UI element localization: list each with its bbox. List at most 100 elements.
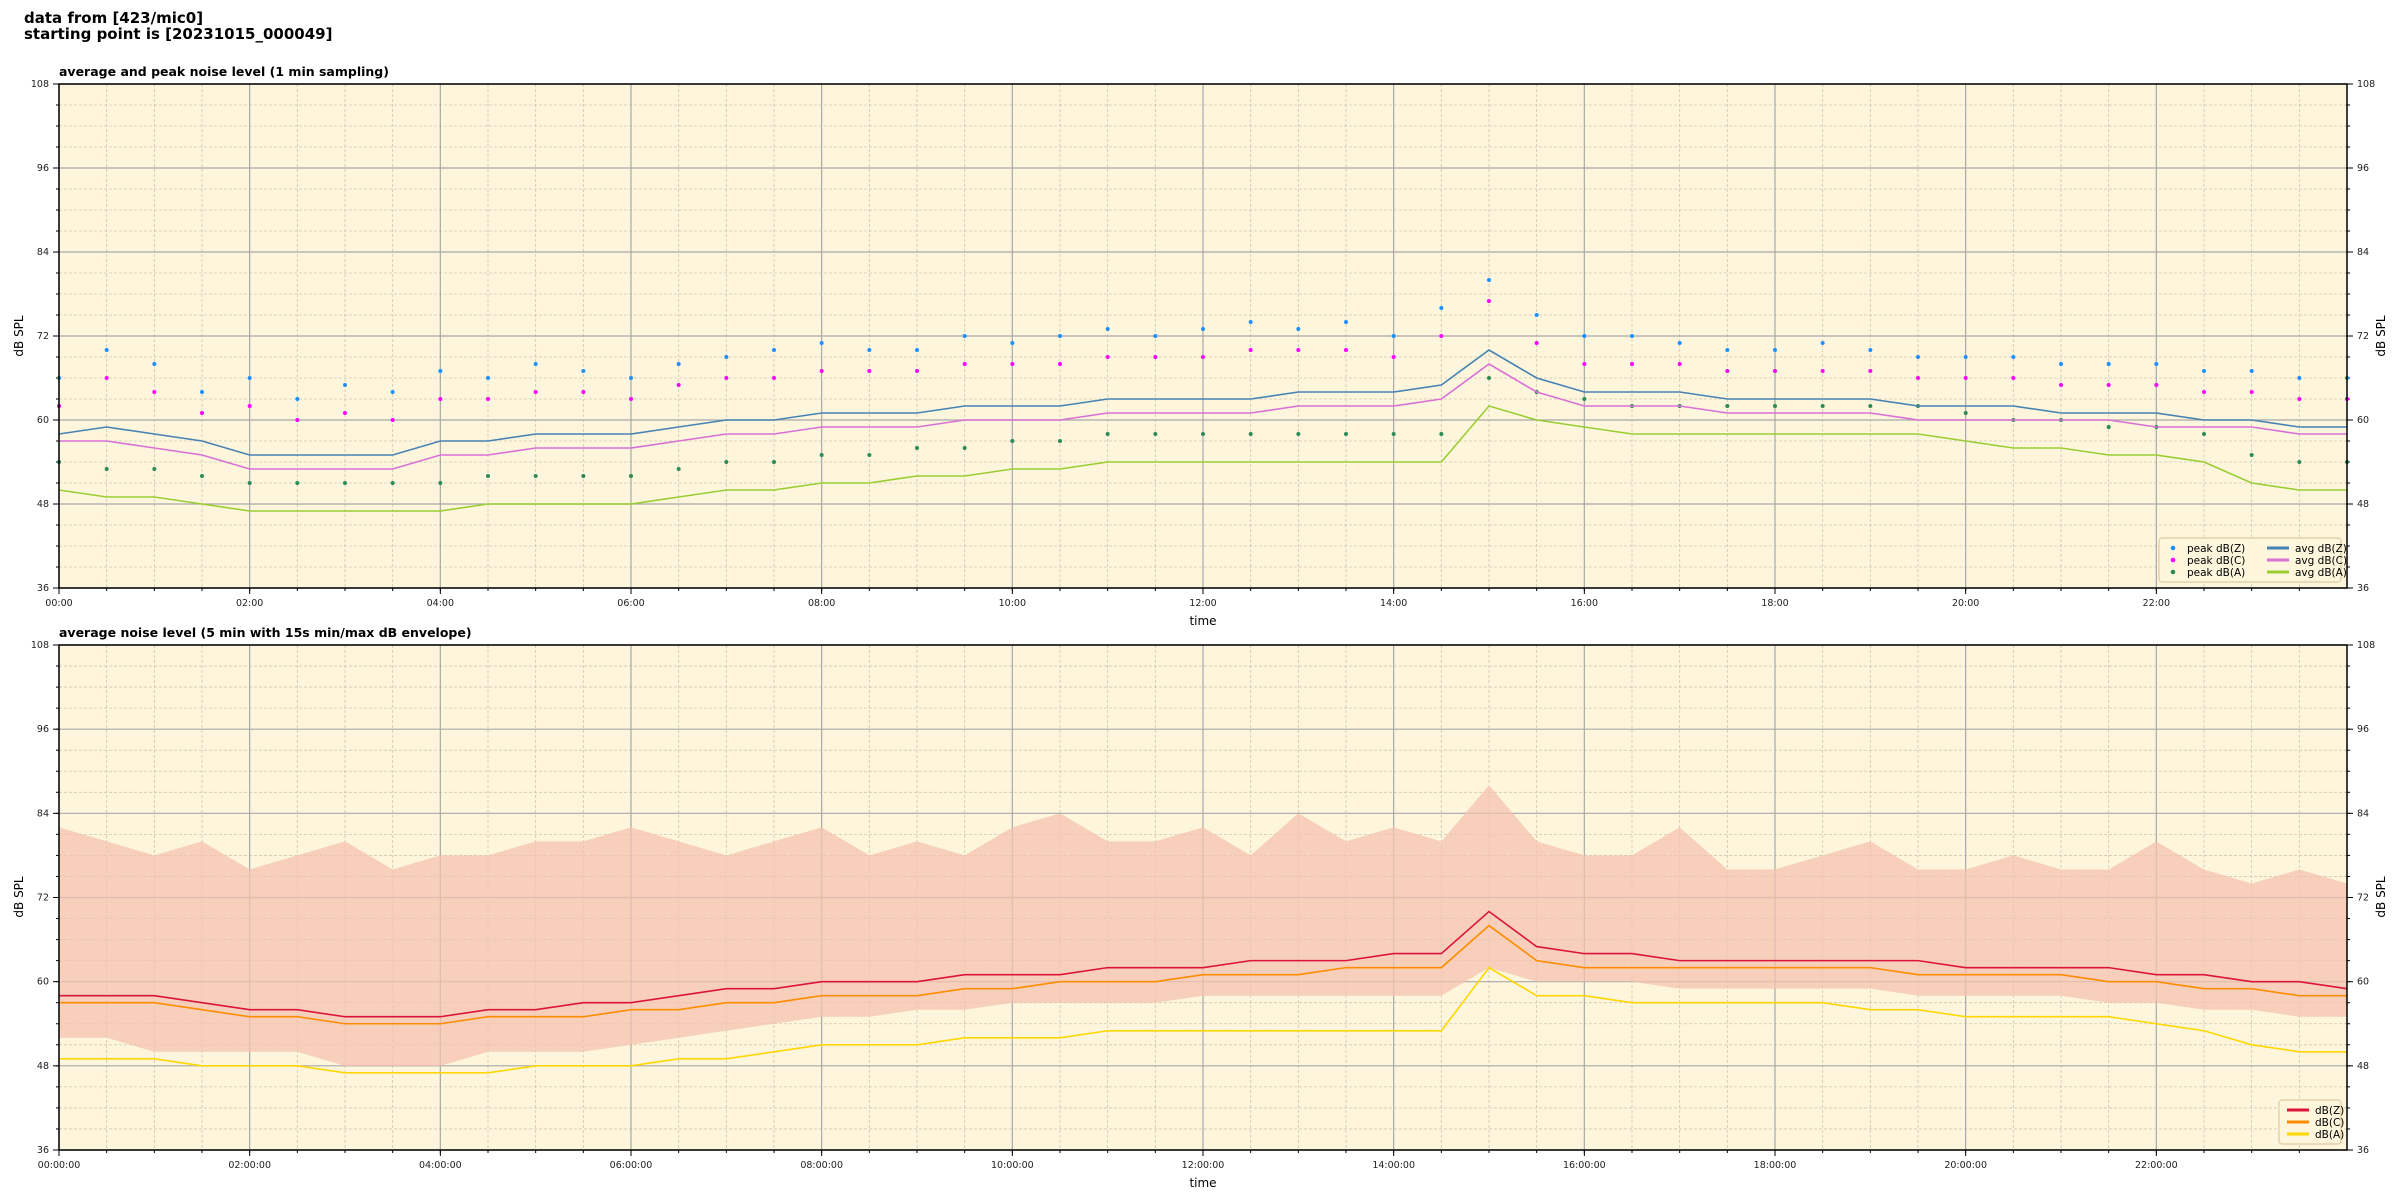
legend-label-avg-db-z: avg dB(Z): [2295, 543, 2347, 555]
x-tick-label: 06:00: [617, 598, 644, 609]
point-peak-db-a: [295, 481, 300, 485]
point-peak-db-a: [1344, 432, 1348, 436]
point-peak-db-c: [343, 411, 347, 415]
x-tick-label: 12:00: [1189, 598, 1216, 609]
y-tick-label-right: 36: [2357, 1145, 2369, 1156]
point-peak-db-a: [867, 453, 872, 457]
point-peak-db-c: [1201, 355, 1205, 359]
point-peak-db-c: [1344, 348, 1348, 352]
x-tick-label: 22:00:00: [2135, 1160, 2178, 1171]
point-peak-db-a: [1773, 404, 1777, 408]
x-tick-label: 14:00: [1380, 598, 1407, 609]
point-peak-db-a: [724, 460, 729, 464]
y-tick-label: 96: [37, 724, 49, 735]
x-tick-label: 16:00:00: [1563, 1160, 1606, 1171]
legend-label-peak-db-z: peak dB(Z): [2187, 543, 2245, 555]
y-tick-label: 96: [37, 163, 49, 174]
y-tick-label-right: 72: [2357, 893, 2369, 904]
x-tick-label: 20:00: [1952, 598, 1979, 609]
point-peak-db-a: [1010, 439, 1015, 443]
point-peak-db-z: [581, 369, 586, 373]
legend-label-avg-db-c: avg dB(C): [2295, 555, 2347, 567]
point-peak-db-a: [1296, 432, 1301, 436]
point-peak-db-z: [1963, 355, 1968, 359]
point-peak-db-c: [486, 397, 490, 401]
point-peak-db-a: [2249, 453, 2254, 457]
point-peak-db-c: [915, 369, 919, 373]
point-peak-db-z: [1296, 327, 1301, 331]
x-tick-label: 00:00: [45, 598, 72, 609]
point-peak-db-a: [200, 474, 204, 478]
legend-label-peak-db-c: peak dB(C): [2187, 555, 2245, 567]
point-peak-db-c: [1105, 355, 1110, 359]
point-peak-db-z: [1248, 320, 1253, 324]
chart-1: 36 36 48 48 60 60 72 72 84 84 96 96 108 108 00:00 02:00…: [31, 79, 2375, 609]
point-peak-db-c: [2202, 390, 2206, 394]
point-peak-db-z: [1773, 348, 1777, 352]
point-peak-db-z: [2059, 362, 2063, 366]
point-peak-db-a: [1248, 432, 1253, 436]
y-tick-label-right: 36: [2357, 583, 2369, 594]
point-peak-db-a: [1153, 432, 1158, 436]
chart-2-xlabel: time: [1189, 1176, 1216, 1190]
point-peak-db-c: [2011, 376, 2016, 380]
point-peak-db-a: [104, 467, 109, 471]
chart-2: 36 36 48 48 60 60 72 72 84 84 96 96 108 108 00:00:00 02…: [31, 640, 2375, 1171]
point-peak-db-a: [1820, 404, 1825, 408]
x-tick-label: 14:00:00: [1372, 1160, 1415, 1171]
point-peak-db-z: [295, 397, 300, 401]
point-peak-db-c: [1582, 362, 1587, 366]
point-peak-db-c: [1963, 376, 1968, 380]
series-line-avg-db-z: [58, 349, 2347, 456]
y-tick-label: 48: [37, 499, 49, 510]
chart-1-xlabel: time: [1189, 614, 1216, 628]
point-peak-db-z: [1105, 327, 1110, 331]
point-peak-db-c: [676, 383, 681, 387]
y-tick-label: 72: [37, 893, 49, 904]
point-peak-db-c: [2154, 383, 2159, 387]
point-peak-db-z: [962, 334, 967, 338]
y-tick-label-right: 108: [2357, 79, 2375, 90]
point-peak-db-a: [676, 467, 681, 471]
point-peak-db-c: [152, 390, 157, 394]
y-tick-label: 108: [31, 640, 49, 651]
x-tick-label: 06:00:00: [610, 1160, 653, 1171]
point-peak-db-z: [1010, 341, 1015, 345]
y-tick-label-right: 72: [2357, 331, 2369, 342]
series-line-avg-db-a: [58, 405, 2347, 512]
y-tick-label: 36: [37, 583, 49, 594]
point-peak-db-a: [1963, 411, 1968, 415]
x-tick-label: 02:00: [236, 598, 263, 609]
point-peak-db-z: [915, 348, 919, 352]
y-tick-label-right: 108: [2357, 640, 2375, 651]
point-peak-db-c: [1916, 376, 1920, 380]
point-peak-db-z: [819, 341, 824, 345]
header-source: data from [423/mic0]: [24, 9, 203, 27]
point-peak-db-z: [533, 362, 538, 366]
x-tick-label: 04:00: [427, 598, 454, 609]
legend-label-avg-db-a: avg dB(A): [2295, 567, 2347, 579]
point-peak-db-a: [772, 460, 776, 464]
point-peak-db-c: [533, 390, 538, 394]
x-tick-label: 20:00:00: [1944, 1160, 1987, 1171]
chart-2-ylabel-right: dB SPL: [2374, 876, 2388, 918]
x-tick-label: 18:00: [1761, 598, 1788, 609]
point-peak-db-a: [1725, 404, 1730, 408]
point-peak-db-c: [1391, 355, 1396, 359]
point-peak-db-a: [486, 474, 490, 478]
point-peak-db-a: [629, 474, 633, 478]
point-peak-db-z: [1677, 341, 1682, 345]
point-peak-db-z: [629, 376, 633, 380]
x-tick-label: 04:00:00: [419, 1160, 462, 1171]
series-line-db-z: [59, 910, 2348, 1018]
point-peak-db-c: [2297, 397, 2302, 401]
point-peak-db-z: [390, 390, 395, 394]
chart-1-title: average and peak noise level (1 min samp…: [59, 64, 389, 79]
point-peak-db-z: [1820, 341, 1825, 345]
x-tick-label: 08:00: [808, 598, 835, 609]
y-tick-label: 72: [37, 331, 49, 342]
min-max-envelope: [59, 785, 2347, 1066]
point-peak-db-a: [343, 481, 347, 485]
point-peak-db-a: [533, 474, 538, 478]
chart-1-ylabel-right: dB SPL: [2374, 315, 2388, 357]
